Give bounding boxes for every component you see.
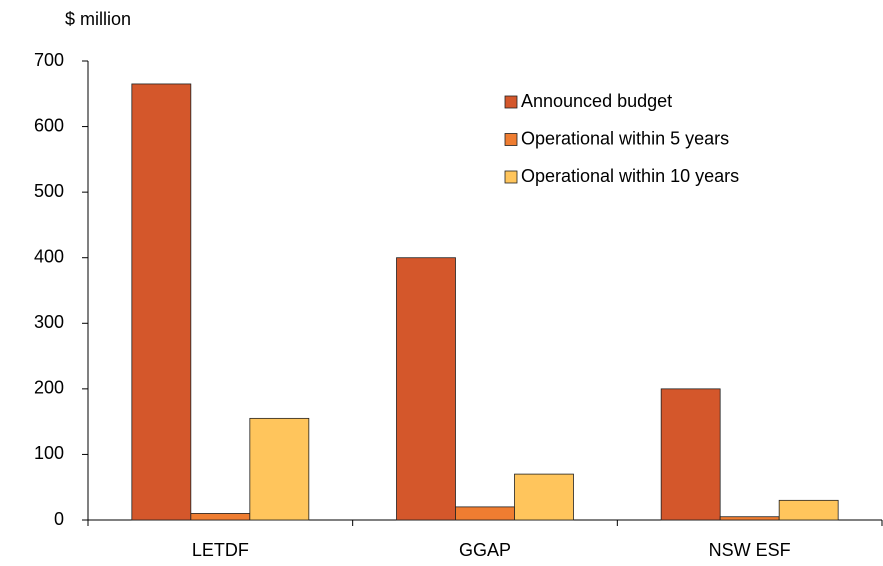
y-tick-label: 200: [34, 378, 64, 398]
legend-label: Announced budget: [521, 91, 672, 111]
bar: [131, 83, 192, 521]
y-axis-label: $ million: [65, 9, 131, 29]
bar: [778, 499, 839, 521]
x-tick-label: LETDF: [192, 540, 249, 560]
x-tick-label: NSW ESF: [709, 540, 791, 560]
legend-label: Operational within 5 years: [521, 128, 729, 148]
y-tick-label: 600: [34, 115, 64, 135]
bar: [719, 516, 780, 521]
y-tick-label: 100: [34, 443, 64, 463]
bar: [396, 257, 456, 521]
bar: [514, 473, 574, 521]
legend-swatch: [504, 133, 518, 146]
y-tick-label: 700: [34, 50, 64, 70]
y-tick-label: 400: [34, 246, 64, 266]
bar: [190, 513, 251, 521]
y-tick-label: 500: [34, 181, 64, 201]
legend-label: Operational within 10 years: [521, 166, 739, 186]
bar: [455, 506, 515, 521]
y-tick-label: 0: [54, 509, 64, 529]
bar: [660, 388, 721, 521]
legend-swatch: [504, 95, 518, 109]
legend-swatch: [504, 170, 518, 184]
x-tick-label: GGAP: [459, 540, 511, 560]
y-tick-label: 300: [34, 312, 64, 332]
bar: [249, 417, 310, 521]
